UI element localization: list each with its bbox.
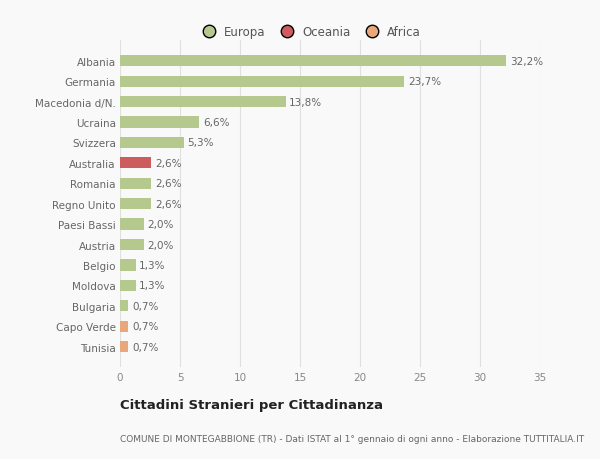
Legend: Europa, Oceania, Africa: Europa, Oceania, Africa — [193, 21, 425, 44]
Text: 32,2%: 32,2% — [510, 57, 543, 67]
Text: 1,3%: 1,3% — [139, 281, 166, 291]
Text: 2,6%: 2,6% — [155, 199, 181, 209]
Bar — [120, 56, 506, 67]
Bar — [120, 280, 136, 291]
Bar — [120, 219, 144, 230]
Bar — [120, 97, 286, 108]
Bar — [120, 260, 136, 271]
Text: 23,7%: 23,7% — [408, 77, 441, 87]
Text: 0,7%: 0,7% — [132, 321, 158, 331]
Text: 6,6%: 6,6% — [203, 118, 229, 128]
Bar — [120, 178, 151, 190]
Bar — [120, 321, 128, 332]
Bar — [120, 138, 184, 149]
Bar — [120, 199, 151, 210]
Bar — [120, 158, 151, 169]
Text: 2,0%: 2,0% — [148, 240, 174, 250]
Text: 0,7%: 0,7% — [132, 342, 158, 352]
Text: 2,0%: 2,0% — [148, 219, 174, 230]
Bar — [120, 77, 404, 88]
Text: 0,7%: 0,7% — [132, 301, 158, 311]
Bar — [120, 341, 128, 353]
Text: Cittadini Stranieri per Cittadinanza: Cittadini Stranieri per Cittadinanza — [120, 398, 383, 412]
Text: COMUNE DI MONTEGABBIONE (TR) - Dati ISTAT al 1° gennaio di ogni anno - Elaborazi: COMUNE DI MONTEGABBIONE (TR) - Dati ISTA… — [120, 434, 584, 442]
Text: 13,8%: 13,8% — [289, 97, 322, 107]
Text: 1,3%: 1,3% — [139, 260, 166, 270]
Bar — [120, 240, 144, 251]
Bar — [120, 117, 199, 129]
Text: 2,6%: 2,6% — [155, 158, 181, 168]
Bar — [120, 301, 128, 312]
Text: 2,6%: 2,6% — [155, 179, 181, 189]
Text: 5,3%: 5,3% — [187, 138, 214, 148]
